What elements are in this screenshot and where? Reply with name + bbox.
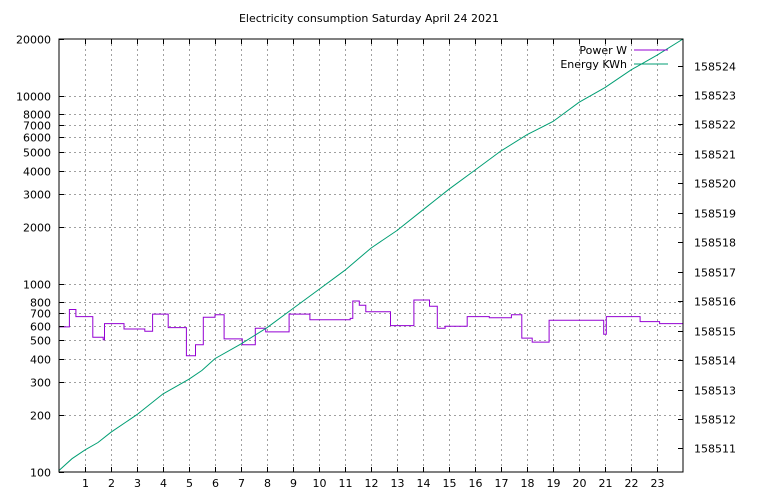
x-tick-label: 22 — [625, 477, 639, 490]
y-left-tick-label: 500 — [30, 335, 51, 348]
chart-title: Electricity consumption Saturday April 2… — [239, 12, 499, 25]
y-right-tick-label: 158521 — [694, 149, 736, 162]
y-right-tick-label: 158519 — [694, 208, 736, 221]
y-left-tick-label: 600 — [30, 321, 51, 334]
y-left-tick-label: 700 — [30, 308, 51, 321]
x-tick-label: 14 — [417, 477, 431, 490]
x-tick-label: 10 — [313, 477, 327, 490]
y-right-tick-label: 158524 — [694, 61, 736, 74]
x-tick-label: 2 — [108, 477, 115, 490]
x-tick-label: 9 — [290, 477, 297, 490]
y-right-tick-label: 158520 — [694, 178, 736, 191]
x-tick-label: 19 — [547, 477, 561, 490]
y-right-tick-label: 158515 — [694, 326, 736, 339]
axes-ticks: 1 2 3 4 5 6 7 8 9 10 11 12 13 14 15 16 17 18 19 20 21 22 23100… — [16, 34, 736, 491]
x-tick-label: 8 — [264, 477, 271, 490]
y-right-tick-label: 158516 — [694, 296, 736, 309]
x-tick-label: 15 — [443, 477, 457, 490]
x-tick-label: 21 — [599, 477, 613, 490]
y-left-tick-label: 10000 — [16, 91, 51, 104]
x-tick-label: 23 — [651, 477, 665, 490]
grid — [59, 39, 683, 472]
x-tick-label: 16 — [469, 477, 483, 490]
x-tick-label: 5 — [186, 477, 193, 490]
y-left-tick-label: 200 — [30, 410, 51, 423]
x-tick-label: 11 — [339, 477, 353, 490]
y-left-tick-label: 1000 — [23, 279, 51, 292]
y-left-tick-label: 4000 — [23, 166, 51, 179]
y-left-tick-label: 3000 — [23, 189, 51, 202]
x-tick-label: 7 — [238, 477, 245, 490]
x-tick-label: 3 — [134, 477, 141, 490]
series-line-power-w — [59, 299, 683, 357]
y-right-tick-label: 158514 — [694, 355, 736, 368]
series-line-energy-kwh — [58, 38, 684, 471]
y-left-tick-label: 400 — [30, 354, 51, 367]
x-tick-label: 20 — [573, 477, 587, 490]
y-right-tick-label: 158523 — [694, 90, 736, 103]
x-tick-label: 1 — [82, 477, 89, 490]
y-right-tick-label: 158511 — [694, 443, 736, 456]
legend-label-energy-kwh: Energy KWh — [560, 58, 627, 71]
y-left-tick-label: 8000 — [23, 109, 51, 122]
y-left-tick-label: 2000 — [23, 222, 51, 235]
y-left-tick-label: 7000 — [23, 120, 51, 133]
x-tick-label: 4 — [160, 477, 167, 490]
y-right-tick-label: 158522 — [694, 119, 736, 132]
y-left-tick-label: 300 — [30, 377, 51, 390]
y-right-tick-label: 158518 — [694, 237, 736, 250]
y-right-tick-label: 158517 — [694, 267, 736, 280]
y-right-tick-label: 158512 — [694, 414, 736, 427]
series-layer — [58, 38, 684, 471]
x-tick-label: 13 — [391, 477, 405, 490]
x-tick-label: 6 — [212, 477, 219, 490]
y-left-tick-label: 800 — [30, 297, 51, 310]
y-left-tick-label: 5000 — [23, 147, 51, 160]
x-tick-label: 17 — [495, 477, 509, 490]
y-left-tick-label: 6000 — [23, 132, 51, 145]
y-right-tick-label: 158513 — [694, 385, 736, 398]
x-tick-label: 12 — [365, 477, 379, 490]
y-left-tick-label: 20000 — [16, 34, 51, 47]
y-left-tick-label: 100 — [30, 467, 51, 480]
legend-label-power-w: Power W — [579, 44, 627, 57]
x-tick-label: 18 — [521, 477, 535, 490]
